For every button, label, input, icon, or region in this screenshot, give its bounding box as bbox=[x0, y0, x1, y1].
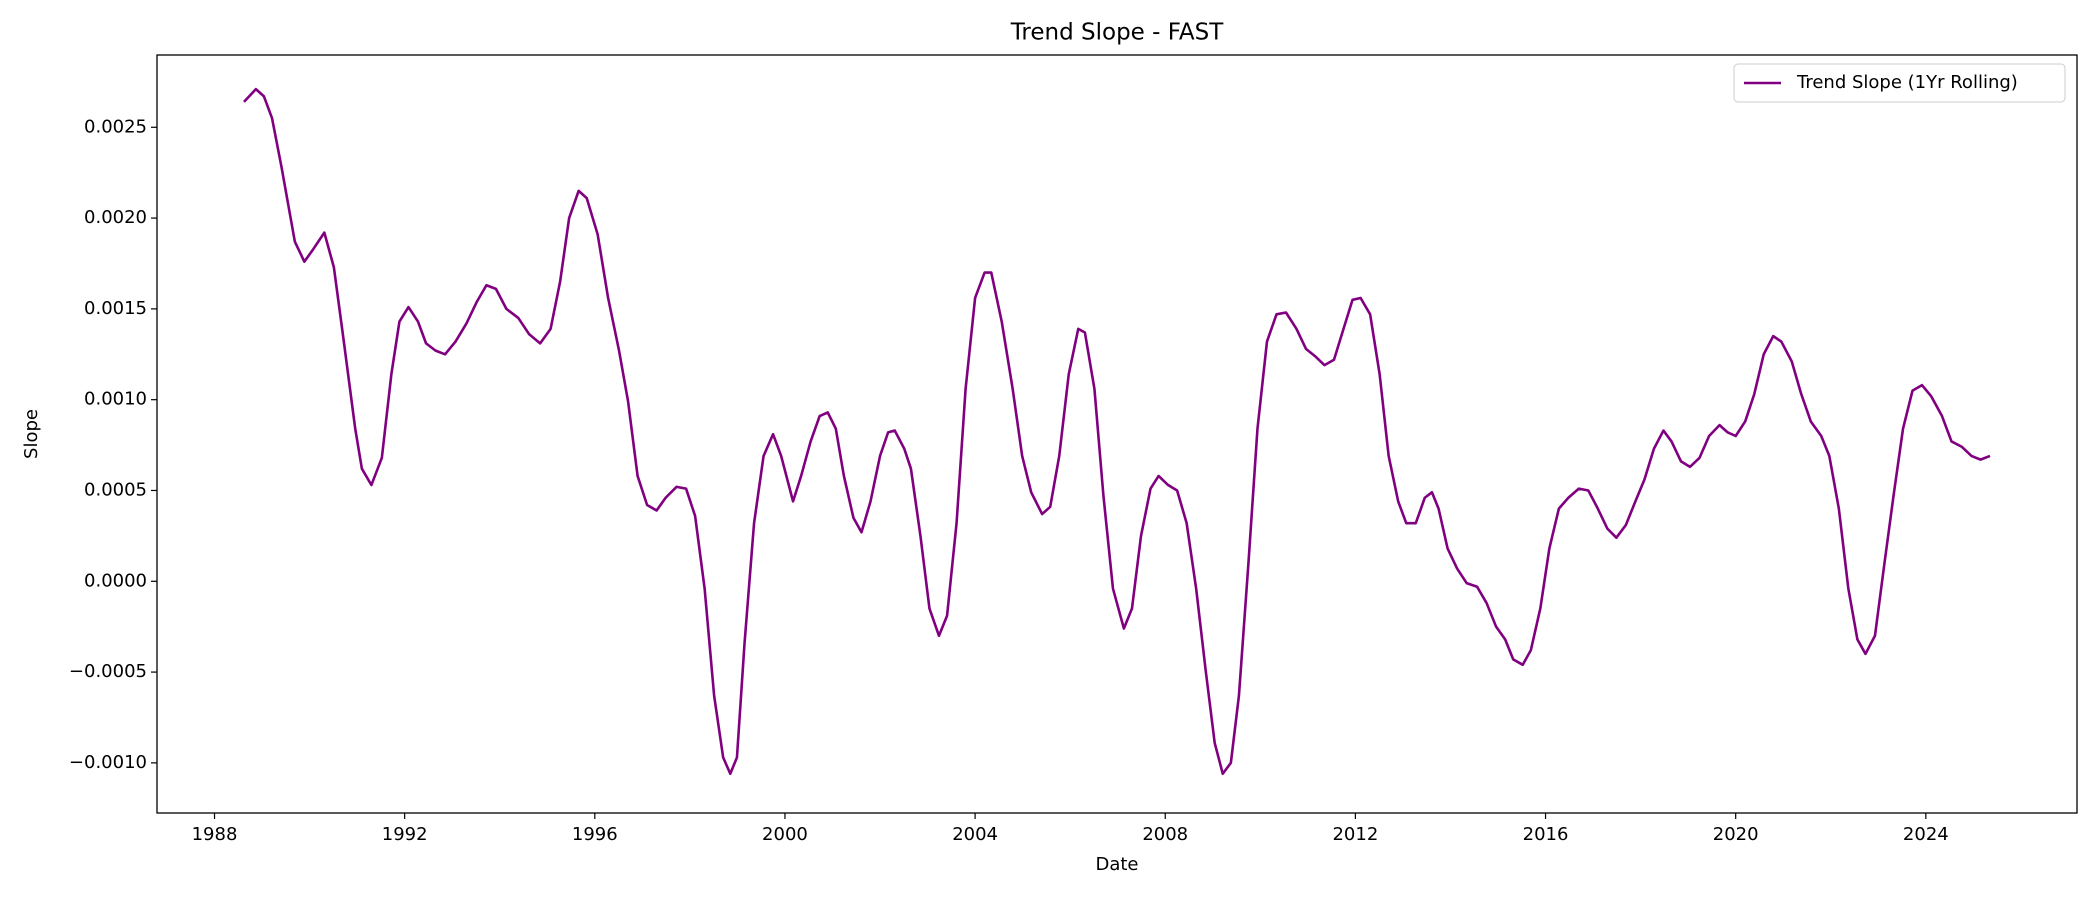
y-axis-label: Slope bbox=[21, 409, 42, 459]
x-tick-label: 1992 bbox=[382, 824, 428, 845]
y-tick-label: 0.0005 bbox=[84, 479, 147, 500]
x-tick-label: 1988 bbox=[192, 824, 238, 845]
legend: Trend Slope (1Yr Rolling) bbox=[1733, 63, 2066, 103]
x-tick-label: 2024 bbox=[1903, 824, 1949, 845]
x-tick-label: 2008 bbox=[1142, 824, 1188, 845]
y-tick-label: 0.0020 bbox=[84, 207, 147, 228]
plot-area: 1988 1992 1996 2000 2004 2008 2012 2016 2020 2024… bbox=[69, 87, 1991, 845]
legend-box bbox=[1733, 63, 2066, 103]
x-tick-label: 2012 bbox=[1332, 824, 1378, 845]
y-tick-label: 0.0025 bbox=[84, 116, 147, 137]
y-tick-label: −0.0010 bbox=[69, 752, 147, 773]
x-tick-label: 2020 bbox=[1713, 824, 1759, 845]
x-tick-label: 2016 bbox=[1523, 824, 1569, 845]
y-tick-label: −0.0005 bbox=[69, 661, 147, 682]
data-line bbox=[243, 87, 1991, 776]
chart-title: Trend Slope - FAST bbox=[1010, 20, 1224, 46]
axes-frame bbox=[156, 54, 2078, 814]
y-tick-label: 0.0010 bbox=[84, 389, 147, 410]
y-tick-label: 0.0000 bbox=[84, 570, 147, 591]
x-axis-label: Date bbox=[1095, 854, 1138, 875]
x-tick-label: 2000 bbox=[762, 824, 808, 845]
y-tick-label: 0.0015 bbox=[84, 298, 147, 319]
legend-label: Trend Slope (1Yr Rolling) bbox=[1796, 72, 2018, 93]
x-tick-label: 2004 bbox=[952, 824, 998, 845]
x-tick-label: 1996 bbox=[572, 824, 618, 845]
